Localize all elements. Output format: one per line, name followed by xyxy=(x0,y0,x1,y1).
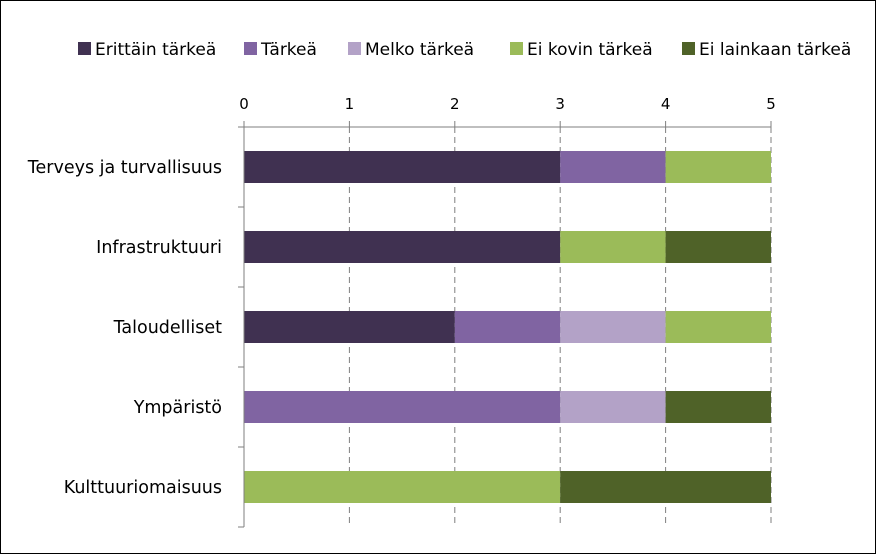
bar-1-series-1 xyxy=(244,151,561,183)
x-tick-label-3: 3 xyxy=(555,95,565,113)
bar-1-series-2 xyxy=(560,151,666,183)
category-label-3: Taloudelliset xyxy=(113,318,223,338)
x-tick-label-4: 4 xyxy=(661,95,671,113)
x-tick-label-5: 5 xyxy=(766,95,776,113)
bar-4-series-5 xyxy=(665,391,771,423)
legend-swatch-3 xyxy=(348,42,361,55)
legend-swatch-4 xyxy=(510,42,523,55)
legend-label-2: Tärkeä xyxy=(260,40,317,60)
bar-4-series-2 xyxy=(244,391,561,423)
category-label-5: Kulttuuriomaisuus xyxy=(64,478,222,498)
x-tick-label-1: 1 xyxy=(345,95,355,113)
bar-4-series-3 xyxy=(560,391,666,423)
bar-1-series-4 xyxy=(665,151,771,183)
legend-label-5: Ei lainkaan tärkeä xyxy=(699,40,851,60)
bar-2-series-4 xyxy=(560,231,666,263)
legend-label-1: Erittäin tärkeä xyxy=(95,40,216,60)
bar-5-series-4 xyxy=(244,471,561,503)
bar-2-series-5 xyxy=(665,231,771,263)
bar-5-series-5 xyxy=(560,471,771,503)
bar-3-series-3 xyxy=(560,311,666,343)
x-tick-label-2: 2 xyxy=(450,95,460,113)
legend-swatch-1 xyxy=(78,42,91,55)
bar-2-series-1 xyxy=(244,231,561,263)
bar-3-series-2 xyxy=(454,311,561,343)
legend-swatch-2 xyxy=(244,42,257,55)
legend-label-3: Melko tärkeä xyxy=(365,40,474,60)
bar-3-series-4 xyxy=(665,311,771,343)
category-label-4: Ympäristö xyxy=(133,398,222,418)
bar-3-series-1 xyxy=(244,311,455,343)
category-label-1: Terveys ja turvallisuus xyxy=(27,158,222,178)
category-label-2: Infrastruktuuri xyxy=(96,238,222,258)
x-tick-label-0: 0 xyxy=(239,95,249,113)
legend-swatch-5 xyxy=(682,42,695,55)
legend-label-4: Ei kovin tärkeä xyxy=(527,40,653,60)
